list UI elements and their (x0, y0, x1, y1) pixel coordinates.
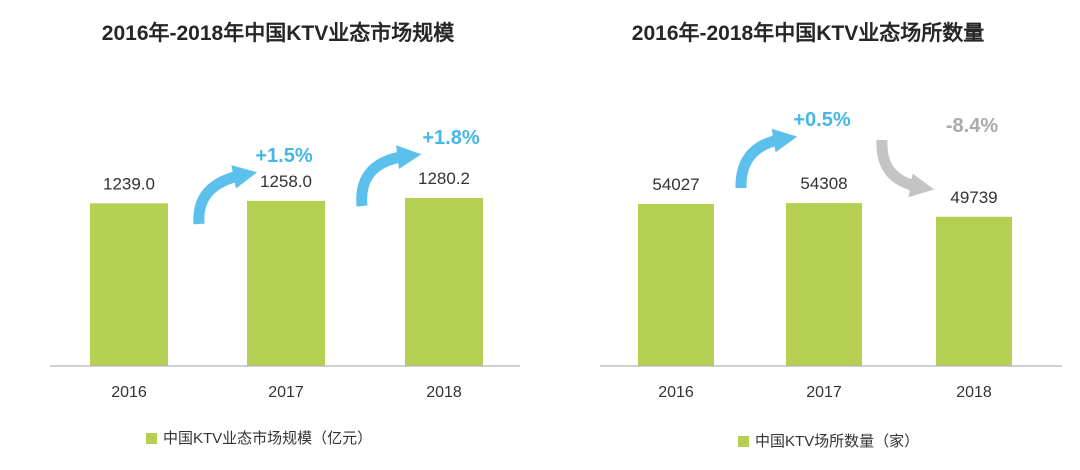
data-label: 1258.0 (260, 172, 312, 191)
decline-arrow-icon (876, 139, 935, 198)
bar-2016 (638, 203, 714, 366)
growth-arrow-icon (735, 128, 798, 189)
chart-market-size: 2016年-2018年中国KTV业态市场规模 1239.0 2016 1258.0 2… (50, 21, 520, 447)
growth-rate-label: +0.5% (793, 109, 850, 131)
x-tick-label: 2017 (268, 384, 304, 401)
legend-label: 中国KTV场所数量（家） (755, 433, 919, 450)
bar-2018 (405, 197, 483, 366)
annotation-group: +1.5% +1.8% (193, 127, 480, 225)
legend-swatch (146, 433, 157, 444)
growth-rate-label: +1.5% (255, 145, 312, 167)
x-tick-label: 2016 (111, 384, 147, 401)
chart-venue-count: 2016年-2018年中国KTV业态场所数量 54027 2016 54308 201… (600, 21, 1062, 450)
bar-group: 54027 2016 54308 2017 49739 2018 (638, 174, 1012, 401)
data-label: 1239.0 (103, 174, 155, 193)
growth-arrow-icon (193, 165, 258, 225)
legend-swatch (738, 436, 749, 447)
annotation-group: +0.5% -8.4% (735, 109, 998, 198)
bar-2018 (936, 216, 1012, 366)
x-tick-label: 2018 (426, 384, 462, 401)
growth-rate-label: +1.8% (422, 127, 479, 149)
chart-title: 2016年-2018年中国KTV业态市场规模 (102, 21, 455, 45)
bar-2017 (247, 200, 325, 366)
x-tick-label: 2016 (658, 384, 694, 401)
chart-title: 2016年-2018年中国KTV业态场所数量 (632, 21, 984, 45)
x-tick-label: 2018 (956, 384, 992, 401)
x-tick-label: 2017 (806, 384, 842, 401)
data-label: 54308 (800, 174, 847, 193)
bar-2017 (786, 203, 862, 366)
growth-arrow-icon (356, 145, 422, 207)
growth-rate-label: -8.4% (946, 115, 998, 137)
data-label: 1280.2 (418, 169, 470, 188)
legend-label: 中国KTV业态市场规模（亿元） (163, 430, 372, 447)
data-label: 54027 (652, 175, 699, 194)
bar-2016 (90, 203, 168, 366)
bar-group: 1239.0 2016 1258.0 2017 1280.2 2018 (90, 169, 483, 401)
data-label: 49739 (950, 188, 997, 207)
